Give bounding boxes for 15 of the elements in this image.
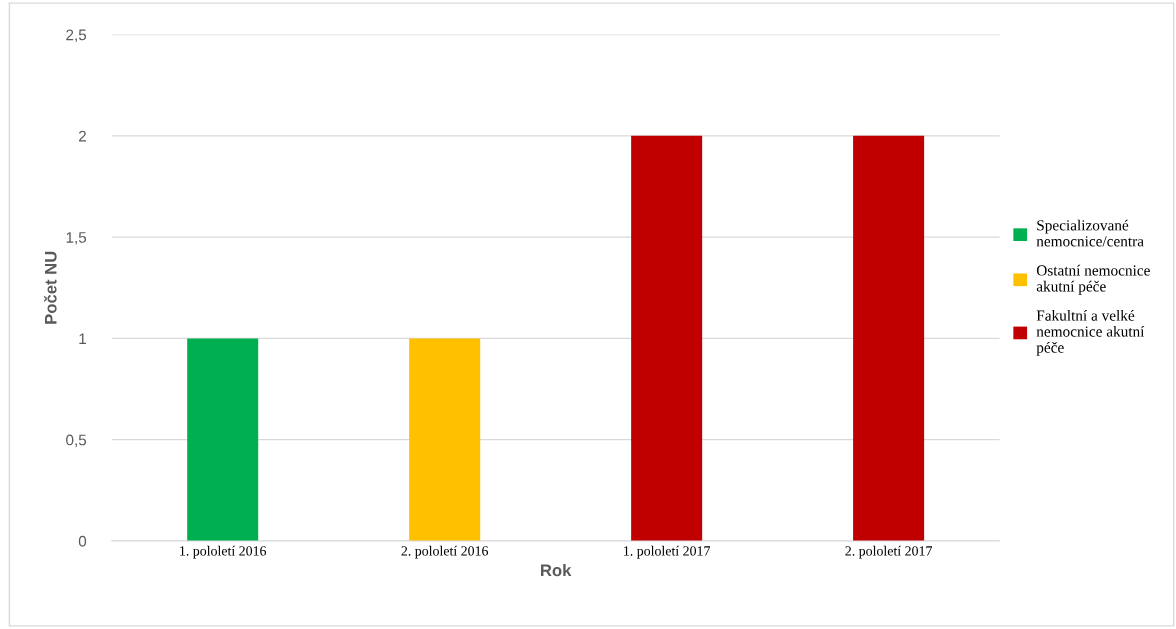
x-tick-label: 1. pololetí 2016: [180, 545, 267, 559]
y-tick-label: 0: [78, 535, 87, 547]
legend-label: Specializované nemocnice/centra: [1036, 219, 1144, 247]
legend-label: Ostatní nemocnice akutní péče: [1036, 264, 1150, 295]
y-tick-label: 0,5: [66, 434, 87, 448]
x-axis-title: Rok: [541, 563, 572, 577]
legend-label: Fakultní a velké nemocnice akutní péče: [1036, 309, 1145, 356]
x-tick-label: 2. pololetí 2016: [401, 545, 489, 559]
x-tick-label: 2. pololetí 2017: [845, 545, 932, 559]
y-tick-label: 2: [78, 130, 86, 142]
y-axis-title: Počet NU: [44, 251, 57, 324]
x-tick-label: 1. pololetí 2017: [624, 545, 711, 559]
y-tick-label: 2,5: [66, 29, 87, 43]
y-tick-label: 1,5: [66, 232, 87, 245]
y-tick-label: 1: [79, 333, 86, 344]
